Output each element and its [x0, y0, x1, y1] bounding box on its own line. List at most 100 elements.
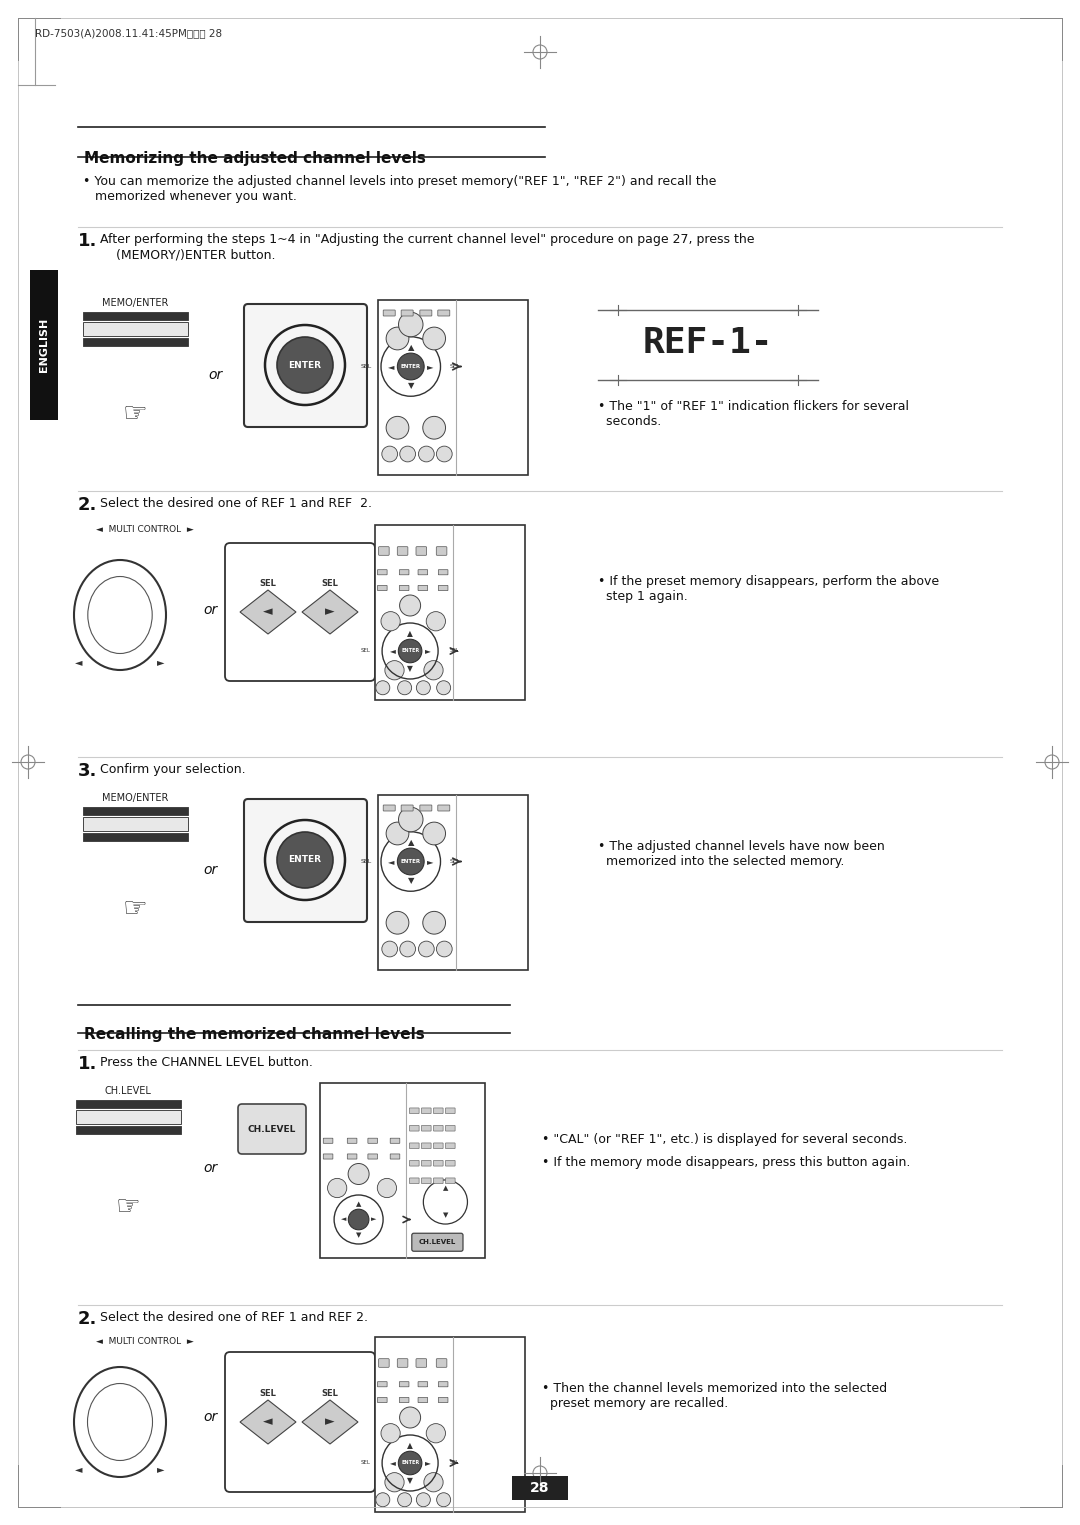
- Text: ◄  MULTI CONTROL  ►: ◄ MULTI CONTROL ►: [96, 525, 194, 534]
- Text: or: or: [207, 368, 222, 381]
- FancyBboxPatch shape: [446, 1142, 455, 1148]
- FancyBboxPatch shape: [421, 1177, 431, 1183]
- FancyBboxPatch shape: [378, 1397, 387, 1403]
- Text: ▲: ▲: [407, 1441, 413, 1450]
- Text: ENTER: ENTER: [401, 1461, 419, 1466]
- Text: ENTER: ENTER: [401, 648, 419, 654]
- FancyBboxPatch shape: [409, 1125, 419, 1132]
- FancyBboxPatch shape: [433, 1109, 443, 1113]
- Circle shape: [418, 941, 434, 956]
- Text: ◄: ◄: [390, 647, 395, 656]
- Circle shape: [399, 807, 423, 831]
- FancyBboxPatch shape: [400, 570, 409, 575]
- Circle shape: [436, 1493, 450, 1507]
- FancyBboxPatch shape: [446, 1109, 455, 1113]
- Circle shape: [381, 612, 401, 631]
- Circle shape: [400, 595, 420, 616]
- FancyBboxPatch shape: [438, 570, 448, 575]
- FancyBboxPatch shape: [446, 1161, 455, 1167]
- Text: ►: ►: [427, 361, 433, 371]
- Text: • The "1" of "REF 1" indication flickers for several
  seconds.: • The "1" of "REF 1" indication flickers…: [598, 400, 909, 429]
- Text: ►: ►: [158, 1464, 165, 1475]
- FancyBboxPatch shape: [244, 303, 367, 427]
- FancyBboxPatch shape: [411, 1234, 463, 1250]
- Text: SEL: SEL: [450, 1461, 460, 1466]
- FancyBboxPatch shape: [437, 805, 449, 811]
- Bar: [83, 339, 188, 346]
- Circle shape: [399, 313, 423, 337]
- Polygon shape: [240, 590, 296, 634]
- FancyBboxPatch shape: [401, 805, 414, 811]
- FancyBboxPatch shape: [348, 1138, 356, 1144]
- Circle shape: [381, 1424, 401, 1443]
- FancyBboxPatch shape: [418, 586, 428, 590]
- FancyBboxPatch shape: [379, 546, 389, 555]
- Text: Select the desired one of REF 1 and REF  2.: Select the desired one of REF 1 and REF …: [100, 497, 372, 509]
- Circle shape: [427, 1424, 445, 1443]
- Text: SEL: SEL: [361, 859, 372, 865]
- Text: SEL: SEL: [322, 1389, 338, 1398]
- Text: ▲: ▲: [407, 630, 413, 637]
- Circle shape: [436, 680, 450, 695]
- Circle shape: [348, 1164, 369, 1185]
- Circle shape: [387, 416, 409, 439]
- FancyBboxPatch shape: [421, 1161, 431, 1167]
- Text: 28: 28: [530, 1481, 550, 1494]
- Text: Memorizing the adjusted channel levels: Memorizing the adjusted channel levels: [84, 151, 426, 166]
- FancyBboxPatch shape: [438, 586, 448, 590]
- Text: REF-1-: REF-1-: [643, 326, 773, 360]
- Text: • The adjusted channel levels have now been
  memorized into the selected memory: • The adjusted channel levels have now b…: [598, 840, 885, 868]
- FancyBboxPatch shape: [378, 1382, 387, 1386]
- Circle shape: [276, 337, 333, 393]
- Text: ◄: ◄: [340, 1217, 346, 1223]
- Polygon shape: [240, 1400, 296, 1444]
- Circle shape: [400, 941, 416, 956]
- Text: After performing the steps 1~4 in "Adjusting the current channel level" procedur: After performing the steps 1~4 in "Adjus…: [100, 233, 755, 261]
- Text: 3.: 3.: [78, 762, 97, 779]
- Text: ▼: ▼: [407, 663, 413, 673]
- FancyBboxPatch shape: [378, 586, 387, 590]
- Text: SEL: SEL: [449, 859, 461, 865]
- Text: SEL: SEL: [361, 364, 372, 369]
- Bar: [76, 1125, 181, 1135]
- Text: ►: ►: [158, 657, 165, 666]
- Text: or: or: [203, 602, 217, 618]
- Circle shape: [422, 328, 446, 349]
- Polygon shape: [302, 590, 357, 634]
- FancyBboxPatch shape: [323, 1138, 333, 1144]
- Polygon shape: [302, 1400, 357, 1444]
- Text: CH.LEVEL: CH.LEVEL: [105, 1086, 151, 1096]
- Bar: [83, 817, 188, 831]
- Text: ◄  MULTI CONTROL  ►: ◄ MULTI CONTROL ►: [96, 1337, 194, 1347]
- Circle shape: [349, 1209, 369, 1229]
- Text: • Then the channel levels memorized into the selected
  preset memory are recall: • Then the channel levels memorized into…: [542, 1382, 887, 1411]
- Text: ENTER: ENTER: [401, 364, 421, 369]
- Text: ▲: ▲: [356, 1202, 362, 1208]
- Circle shape: [399, 1452, 422, 1475]
- FancyBboxPatch shape: [446, 1177, 455, 1183]
- FancyBboxPatch shape: [409, 1161, 419, 1167]
- FancyBboxPatch shape: [409, 1109, 419, 1113]
- FancyBboxPatch shape: [418, 570, 428, 575]
- Bar: [83, 313, 188, 320]
- Bar: [83, 807, 188, 814]
- FancyBboxPatch shape: [375, 1337, 525, 1511]
- FancyBboxPatch shape: [368, 1154, 378, 1159]
- Text: SEL: SEL: [322, 580, 338, 589]
- Circle shape: [276, 833, 333, 888]
- Text: SEL: SEL: [259, 1389, 276, 1398]
- Circle shape: [418, 447, 434, 462]
- Circle shape: [384, 1473, 404, 1491]
- Circle shape: [423, 1473, 443, 1491]
- FancyBboxPatch shape: [418, 1397, 428, 1403]
- Text: RD-7503(A)2008.11.41:45PM페이지 28: RD-7503(A)2008.11.41:45PM페이지 28: [35, 27, 222, 38]
- Circle shape: [422, 416, 446, 439]
- Text: ▲: ▲: [407, 343, 414, 352]
- Circle shape: [400, 447, 416, 462]
- FancyBboxPatch shape: [416, 546, 427, 555]
- FancyBboxPatch shape: [225, 543, 375, 682]
- Circle shape: [387, 328, 409, 349]
- Circle shape: [327, 1179, 347, 1197]
- Text: SEL: SEL: [450, 648, 460, 654]
- FancyBboxPatch shape: [378, 570, 387, 575]
